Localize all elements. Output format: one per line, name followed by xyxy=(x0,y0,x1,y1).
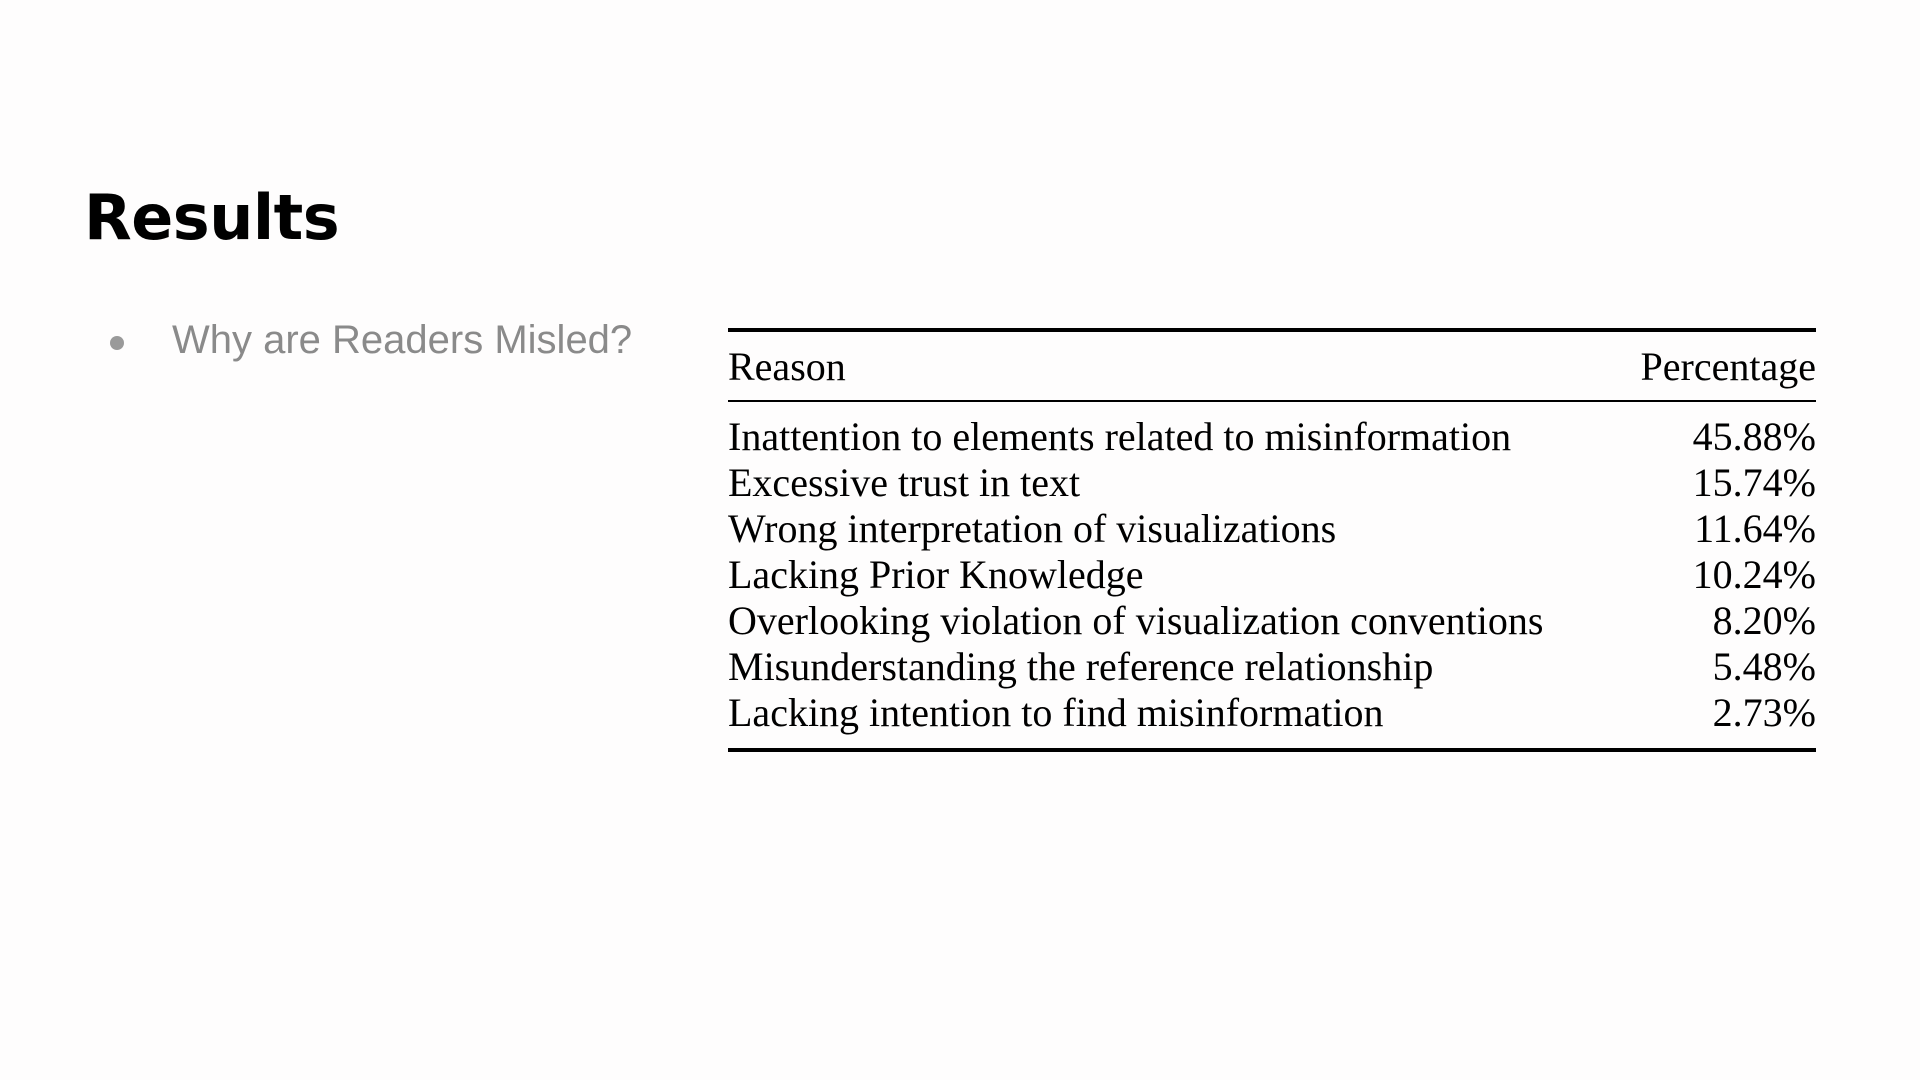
reason-cell: Misunderstanding the reference relations… xyxy=(728,644,1434,689)
bullet-item: Why are Readers Misled? xyxy=(110,312,632,368)
table-header-row: Reason Percentage xyxy=(728,330,1816,401)
reason-cell: Excessive trust in text xyxy=(728,460,1081,505)
header-percentage: Percentage xyxy=(1640,343,1816,389)
table-row: Excessive trust in text 15.74% xyxy=(728,460,1816,506)
table-header: Reason Percentage xyxy=(728,330,1816,401)
percentage-cell: 2.73% xyxy=(1712,690,1816,735)
table-row: Misunderstanding the reference relations… xyxy=(728,644,1816,690)
reason-cell: Wrong interpretation of visualizations xyxy=(728,506,1337,551)
percentage-cell: 8.20% xyxy=(1712,598,1816,643)
bullet-list: Why are Readers Misled? xyxy=(110,312,632,368)
results-table: Reason Percentage Inattention to element… xyxy=(728,328,1816,752)
header-reason: Reason xyxy=(728,343,846,389)
percentage-cell: 5.48% xyxy=(1712,644,1816,689)
table-row: Lacking Prior Knowledge 10.24% xyxy=(728,552,1816,598)
table-row: Overlooking violation of visualization c… xyxy=(728,598,1816,644)
percentage-cell: 45.88% xyxy=(1692,414,1816,459)
reason-cell: Lacking intention to find misinformation xyxy=(728,690,1384,735)
table-body: Inattention to elements related to misin… xyxy=(728,401,1816,750)
results-table-container: Reason Percentage Inattention to element… xyxy=(728,328,1816,752)
percentage-cell: 10.24% xyxy=(1692,552,1816,597)
reason-cell: Overlooking violation of visualization c… xyxy=(728,598,1544,643)
percentage-cell: 15.74% xyxy=(1692,460,1816,505)
percentage-cell: 11.64% xyxy=(1694,506,1816,551)
reason-cell: Inattention to elements related to misin… xyxy=(728,414,1512,459)
table-row: Inattention to elements related to misin… xyxy=(728,401,1816,460)
slide-title: Results xyxy=(84,181,340,254)
table-row: Lacking intention to find misinformation… xyxy=(728,690,1816,750)
bullet-dot-icon xyxy=(110,336,124,350)
reason-cell: Lacking Prior Knowledge xyxy=(728,552,1144,597)
bullet-text: Why are Readers Misled? xyxy=(172,317,633,362)
table-row: Wrong interpretation of visualizations 1… xyxy=(728,506,1816,552)
